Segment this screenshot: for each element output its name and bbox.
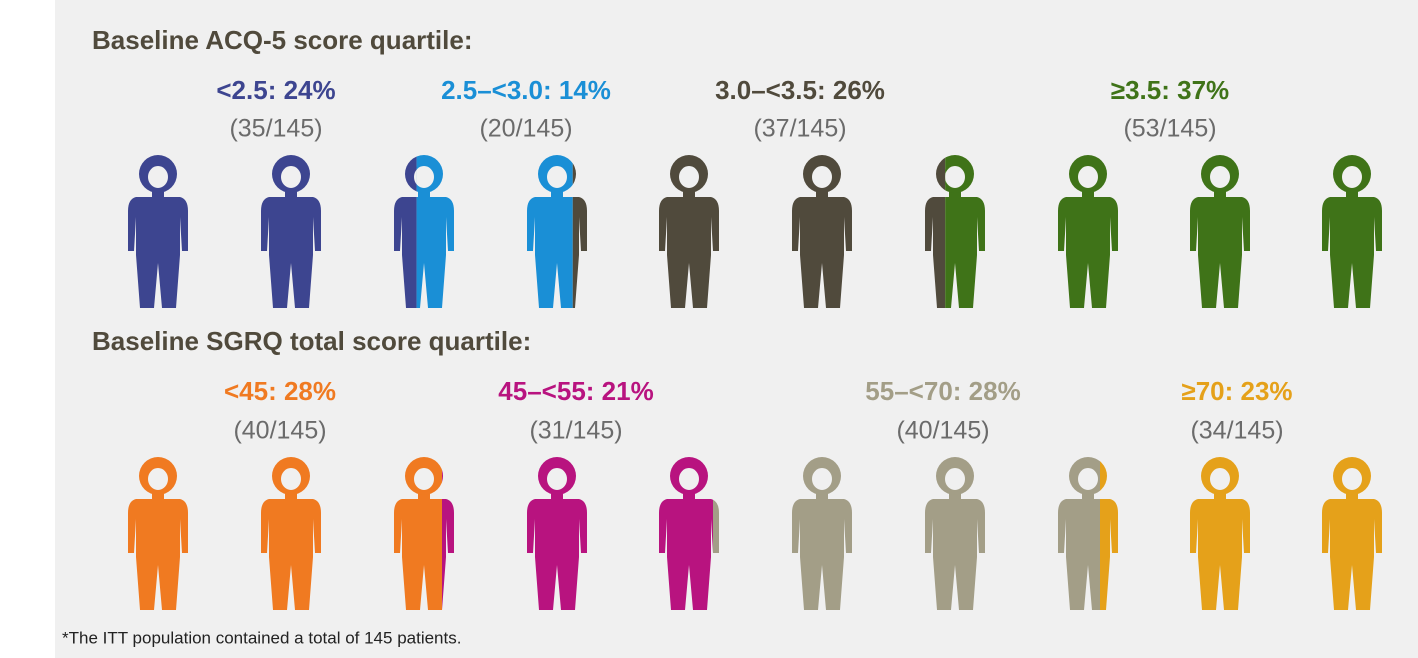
group-count: (40/145) [896,417,989,445]
group-label: 45–<55: 21% [498,376,653,406]
person-icon [1322,155,1382,308]
group-count: (31/145) [529,417,622,445]
person-icon [792,155,852,308]
person-icon [128,457,188,610]
group-label: <2.5: 24% [216,75,335,105]
person-icon [713,499,719,553]
person-icon [1058,457,1100,610]
group-count: (35/145) [229,115,322,143]
person-icon [261,457,321,610]
group-count: (37/145) [753,115,846,143]
person-icon [659,155,719,308]
person-icon [261,155,321,308]
person-icon [945,155,985,308]
group-count: (20/145) [479,115,572,143]
group-label: 55–<70: 28% [865,376,1020,406]
person-icon [659,457,713,610]
person-icon [442,469,454,610]
group-count: (40/145) [233,417,326,445]
person-icon [128,155,188,308]
person-icon [1058,155,1118,308]
person-icon [416,155,454,308]
person-icon [527,155,573,308]
group-count: (34/145) [1190,417,1283,445]
person-icon [792,457,852,610]
person-icon [527,457,587,610]
group-label: 2.5–<3.0: 14% [441,75,611,105]
person-icon [394,457,442,610]
group-label: <45: 28% [224,376,336,406]
person-icon [925,157,946,308]
person-icon [572,163,587,308]
person-icon [1322,457,1382,610]
person-icon [1190,457,1250,610]
group-count: (53/145) [1123,115,1216,143]
person-icon [925,457,985,610]
person-icon [394,156,417,308]
panel-title: Baseline SGRQ total score quartile: [92,326,531,356]
person-icon [1100,461,1118,610]
group-label: ≥70: 23% [1181,376,1292,406]
group-label: ≥3.5: 37% [1111,75,1229,105]
panel-title: Baseline ACQ-5 score quartile: [92,25,473,55]
person-icon [1190,155,1250,308]
footnote: *The ITT population contained a total of… [62,628,461,647]
group-label: 3.0–<3.5: 26% [715,75,885,105]
